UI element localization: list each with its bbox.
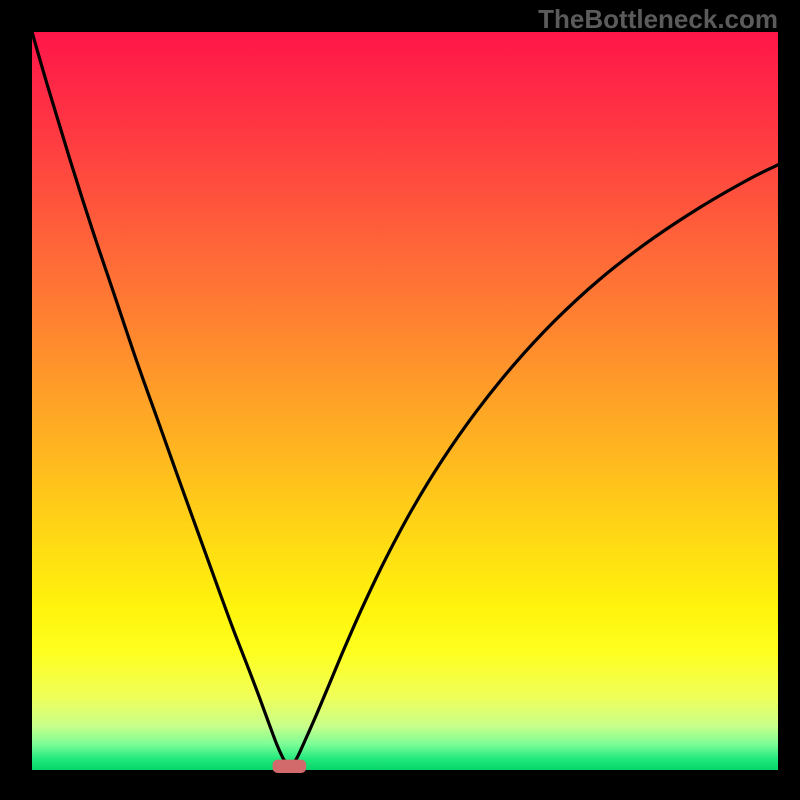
gradient-background xyxy=(32,32,778,770)
minimum-marker xyxy=(273,760,307,773)
chart-svg xyxy=(0,0,800,800)
watermark-text: TheBottleneck.com xyxy=(538,4,778,35)
